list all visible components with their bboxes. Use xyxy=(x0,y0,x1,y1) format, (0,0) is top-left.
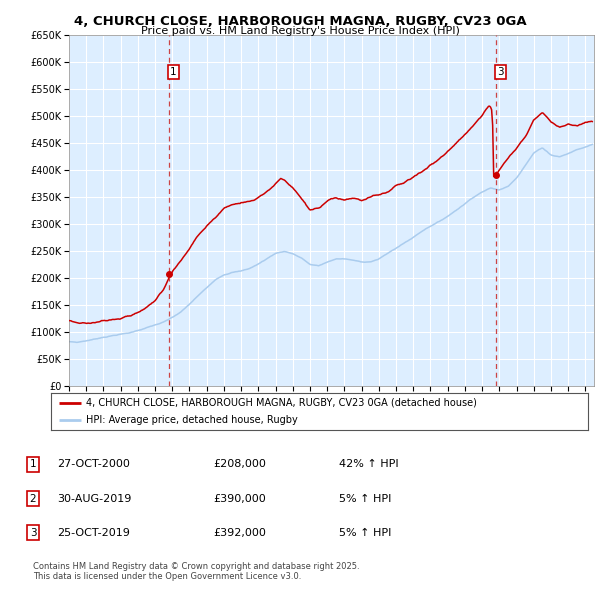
Text: £390,000: £390,000 xyxy=(213,494,266,503)
Text: HPI: Average price, detached house, Rugby: HPI: Average price, detached house, Rugb… xyxy=(86,415,298,425)
Text: 3: 3 xyxy=(497,67,504,77)
Text: Price paid vs. HM Land Registry's House Price Index (HPI): Price paid vs. HM Land Registry's House … xyxy=(140,26,460,36)
Text: 5% ↑ HPI: 5% ↑ HPI xyxy=(339,528,391,537)
Text: 4, CHURCH CLOSE, HARBOROUGH MAGNA, RUGBY, CV23 0GA (detached house): 4, CHURCH CLOSE, HARBOROUGH MAGNA, RUGBY… xyxy=(86,398,477,408)
Text: Contains HM Land Registry data © Crown copyright and database right 2025.
This d: Contains HM Land Registry data © Crown c… xyxy=(33,562,359,581)
Text: 30-AUG-2019: 30-AUG-2019 xyxy=(57,494,131,503)
Text: £208,000: £208,000 xyxy=(213,460,266,469)
Text: 25-OCT-2019: 25-OCT-2019 xyxy=(57,528,130,537)
Text: 1: 1 xyxy=(29,460,37,469)
Text: 5% ↑ HPI: 5% ↑ HPI xyxy=(339,494,391,503)
Text: 3: 3 xyxy=(29,528,37,537)
Text: 42% ↑ HPI: 42% ↑ HPI xyxy=(339,460,398,469)
Text: 1: 1 xyxy=(170,67,177,77)
Text: 2: 2 xyxy=(29,494,37,503)
Text: 4, CHURCH CLOSE, HARBOROUGH MAGNA, RUGBY, CV23 0GA: 4, CHURCH CLOSE, HARBOROUGH MAGNA, RUGBY… xyxy=(74,15,526,28)
Text: 27-OCT-2000: 27-OCT-2000 xyxy=(57,460,130,469)
Text: £392,000: £392,000 xyxy=(213,528,266,537)
